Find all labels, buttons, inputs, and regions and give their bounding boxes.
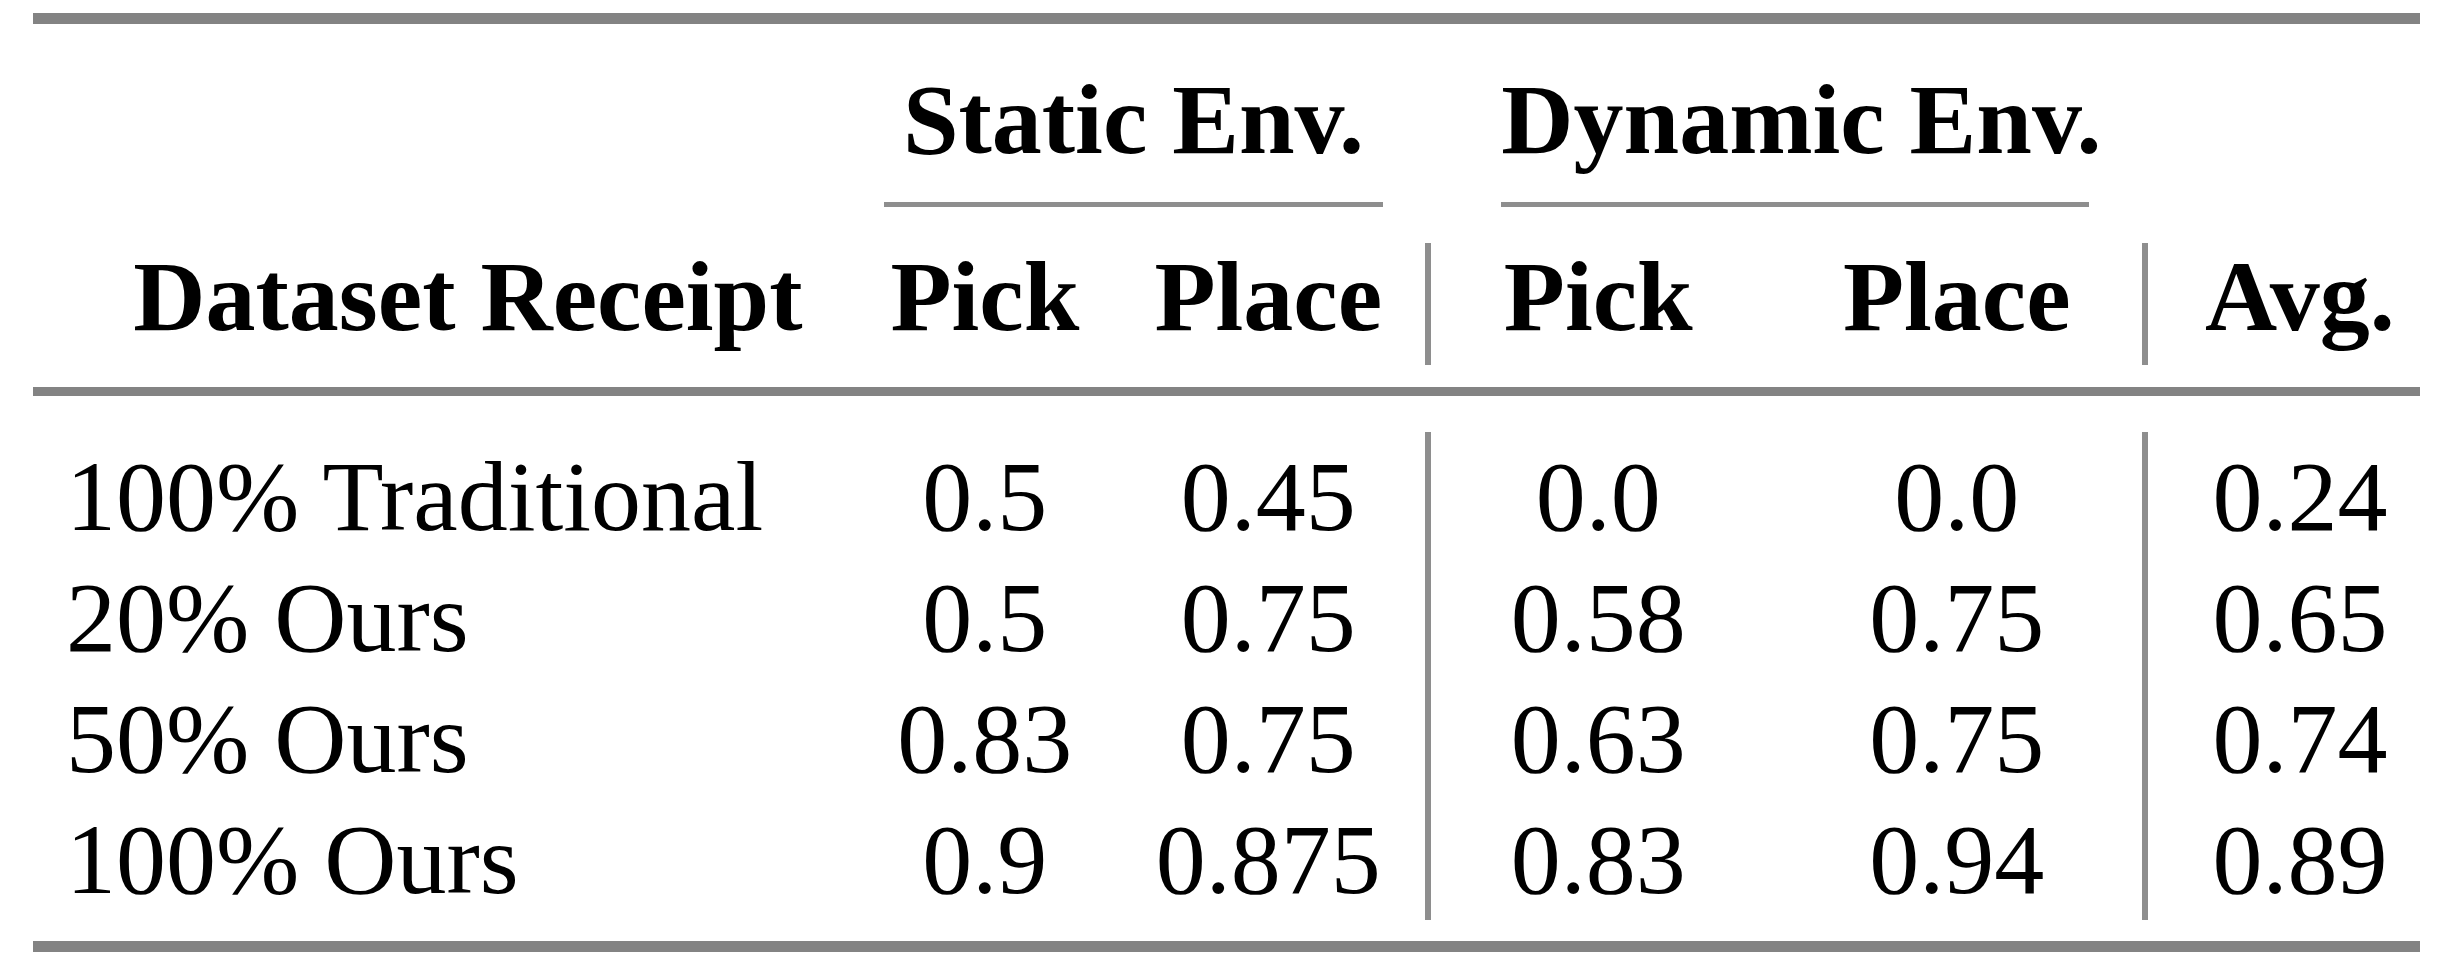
group-header-spacer: [33, 19, 870, 208]
dynamic-pick-cell: 0.83: [1437, 799, 1760, 947]
table-head: Static Env. Dynamic Env. Dataset Receipt…: [33, 19, 2420, 392]
dynamic-pick-cell: 0.0: [1437, 392, 1760, 558]
dataset-cell: 100% Traditional: [33, 392, 870, 558]
avg-cell: 0.74: [2154, 678, 2420, 799]
avg-cell: 0.65: [2154, 557, 2420, 678]
static-env-cmidrule: Static Env.: [884, 70, 1383, 207]
group-header-row: Static Env. Dynamic Env.: [33, 19, 2420, 208]
dynamic-place-cell: 0.75: [1760, 557, 2154, 678]
dynamic-place-cell: 0.0: [1760, 392, 2154, 558]
results-table: Static Env. Dynamic Env. Dataset Receipt…: [33, 13, 2420, 952]
column-header-static-place: Place: [1100, 207, 1437, 392]
group-header-spacer: [2154, 19, 2420, 208]
table-row: 100% Traditional 0.5 0.45 0.0 0.0 0.24: [33, 392, 2420, 558]
table-row: 100% Ours 0.9 0.875 0.83 0.94 0.89: [33, 799, 2420, 947]
static-pick-cell: 0.5: [870, 392, 1100, 558]
static-place-cell: 0.75: [1100, 678, 1437, 799]
dataset-cell: 20% Ours: [33, 557, 870, 678]
table-row: 20% Ours 0.5 0.75 0.58 0.75 0.65: [33, 557, 2420, 678]
dynamic-place-cell: 0.94: [1760, 799, 2154, 947]
column-header-row: Dataset Receipt Pick Place Pick Place Av…: [33, 207, 2420, 392]
group-header-dynamic-env: Dynamic Env.: [1437, 19, 2154, 208]
column-header-avg: Avg.: [2154, 207, 2420, 392]
avg-cell: 0.24: [2154, 392, 2420, 558]
table-body: 100% Traditional 0.5 0.45 0.0 0.0 0.24 2…: [33, 392, 2420, 947]
static-pick-cell: 0.5: [870, 557, 1100, 678]
table-row: 50% Ours 0.83 0.75 0.63 0.75 0.74: [33, 678, 2420, 799]
group-header-static-env: Static Env.: [870, 19, 1437, 208]
static-pick-cell: 0.9: [870, 799, 1100, 947]
group-header-label: Dynamic Env.: [1501, 64, 2101, 175]
column-header-dataset-receipt: Dataset Receipt: [33, 207, 870, 392]
dynamic-pick-cell: 0.63: [1437, 678, 1760, 799]
dataset-cell: 100% Ours: [33, 799, 870, 947]
avg-cell: 0.89: [2154, 799, 2420, 947]
column-header-dynamic-pick: Pick: [1437, 207, 1760, 392]
dataset-cell: 50% Ours: [33, 678, 870, 799]
static-pick-cell: 0.83: [870, 678, 1100, 799]
static-place-cell: 0.75: [1100, 557, 1437, 678]
dynamic-place-cell: 0.75: [1760, 678, 2154, 799]
dynamic-pick-cell: 0.58: [1437, 557, 1760, 678]
static-place-cell: 0.45: [1100, 392, 1437, 558]
group-header-label: Static Env.: [903, 64, 1364, 175]
column-header-dynamic-place: Place: [1760, 207, 2154, 392]
dynamic-env-cmidrule: Dynamic Env.: [1501, 70, 2089, 207]
static-place-cell: 0.875: [1100, 799, 1437, 947]
column-header-static-pick: Pick: [870, 207, 1100, 392]
